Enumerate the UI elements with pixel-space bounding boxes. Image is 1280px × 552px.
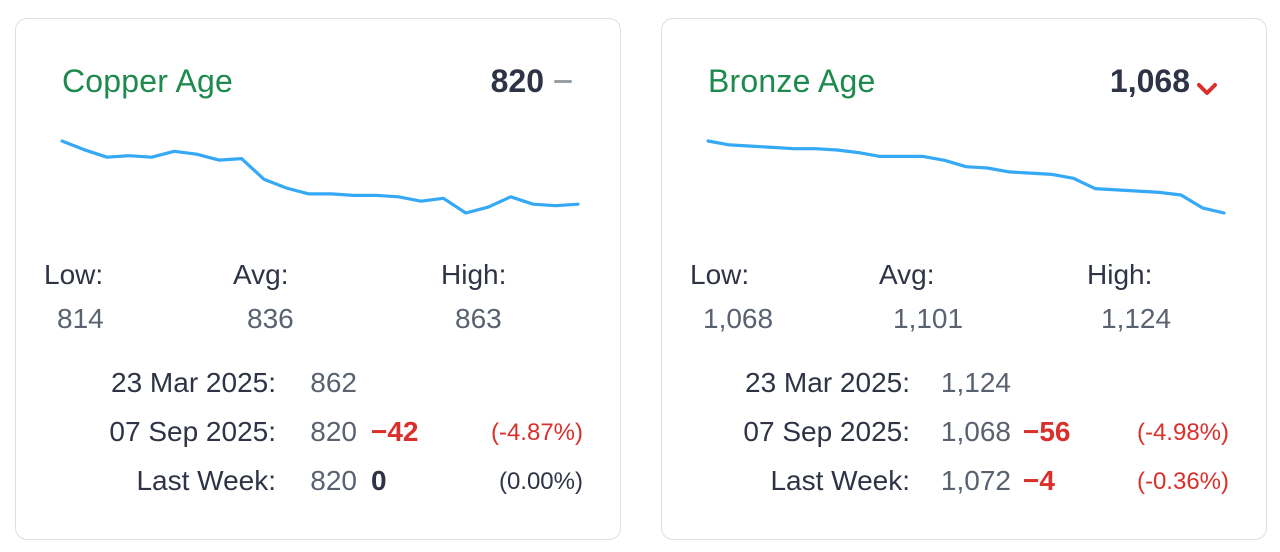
row-label: Last Week: bbox=[770, 465, 910, 496]
avg-value: 1,101 bbox=[893, 303, 964, 334]
low-label: Low: bbox=[44, 259, 104, 290]
avg-label: Avg: bbox=[879, 259, 935, 290]
row-change: 0 bbox=[371, 465, 387, 496]
price-card-bronze-age: Bronze Age 1,068 Low: Avg: High: 1,068 1… bbox=[661, 18, 1267, 540]
card-title[interactable]: Bronze Age bbox=[708, 63, 876, 99]
row-value: 820 bbox=[310, 465, 357, 496]
high-value: 863 bbox=[455, 303, 502, 334]
row-percent: (-0.36%) bbox=[1136, 468, 1229, 495]
price-sparkline bbox=[706, 139, 1226, 215]
sparkline-series bbox=[706, 139, 1226, 215]
row-label: Last Week: bbox=[136, 465, 276, 496]
row-label: 07 Sep 2025: bbox=[743, 416, 910, 447]
row-label: 07 Sep 2025: bbox=[109, 416, 276, 447]
low-value: 814 bbox=[57, 303, 104, 334]
row-change: −56 bbox=[1023, 416, 1071, 447]
row-percent: (0.00%) bbox=[498, 468, 583, 495]
current-price: 1,068 bbox=[1109, 63, 1190, 99]
price-card-copper-age: Copper Age 820 Low: Avg: High: 814 836 8… bbox=[15, 18, 621, 540]
row-value: 862 bbox=[310, 367, 357, 398]
row-label: 23 Mar 2025: bbox=[111, 367, 276, 398]
row-value: 1,068 bbox=[940, 416, 1011, 447]
price-sparkline bbox=[60, 139, 580, 215]
low-value: 1,068 bbox=[703, 303, 774, 334]
dash-icon bbox=[554, 80, 572, 83]
high-label: High: bbox=[441, 259, 507, 290]
row-change: −42 bbox=[371, 416, 419, 447]
row-label: 23 Mar 2025: bbox=[745, 367, 910, 398]
row-value: 1,124 bbox=[940, 367, 1011, 398]
avg-value: 836 bbox=[247, 303, 294, 334]
avg-label: Avg: bbox=[233, 259, 289, 290]
chevron-down-icon bbox=[1197, 83, 1217, 95]
high-label: High: bbox=[1087, 259, 1153, 290]
row-percent: (-4.87%) bbox=[490, 419, 583, 446]
row-value: 1,072 bbox=[940, 465, 1011, 496]
current-price: 820 bbox=[490, 63, 544, 99]
row-percent: (-4.98%) bbox=[1136, 419, 1229, 446]
row-change: −4 bbox=[1023, 465, 1055, 496]
high-value: 1,124 bbox=[1101, 303, 1172, 334]
row-value: 820 bbox=[310, 416, 357, 447]
sparkline-series bbox=[60, 139, 580, 215]
low-label: Low: bbox=[690, 259, 750, 290]
card-title[interactable]: Copper Age bbox=[62, 63, 234, 99]
